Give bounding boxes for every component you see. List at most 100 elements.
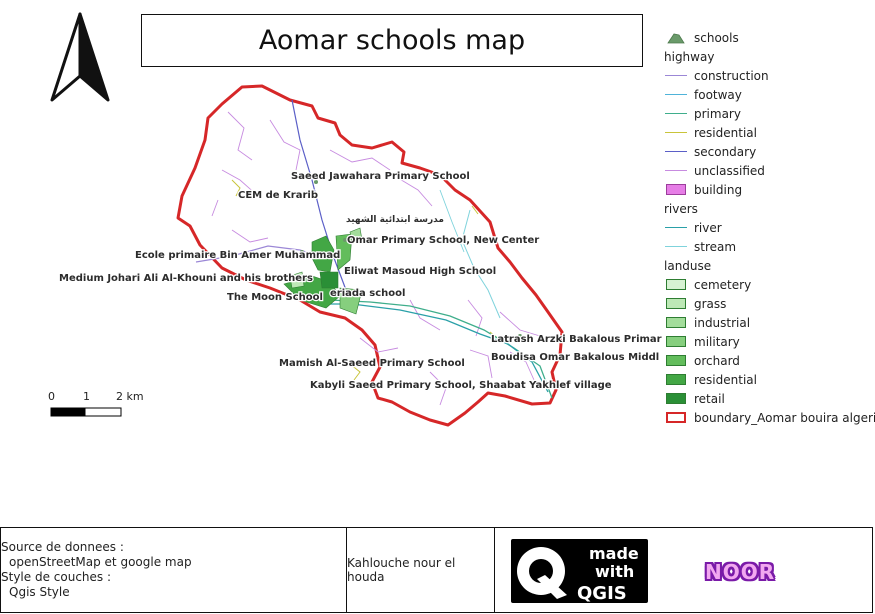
legend-label: river xyxy=(694,220,722,235)
legend-item-highway-line-swatch xyxy=(665,75,687,76)
building-swatch xyxy=(666,184,686,195)
legend-label: schools xyxy=(694,30,739,45)
legend-label: secondary xyxy=(694,144,757,159)
boundary-swatch xyxy=(666,412,686,423)
label-eriada-school: eriada school xyxy=(330,288,405,299)
legend-item-landuse-cemetery: cemetery xyxy=(664,275,875,294)
style-value: Qgis Style xyxy=(9,585,70,599)
label-boudisa-omar: Boudisa Omar Bakalous Middl xyxy=(491,352,659,363)
road-unclassified xyxy=(211,111,541,406)
legend-item-highway-line-swatch xyxy=(665,151,687,152)
label-medium-johari: Medium Johari Ali Al-Khouni and his brot… xyxy=(59,273,313,284)
legend-item-highway-line-swatch xyxy=(665,132,687,133)
label-ecole-bin-amer: Ecole primaire Bin Amer Muhammad xyxy=(135,250,340,261)
label-arabic-school: مدرسة ابتدائية الشهيد xyxy=(346,215,444,225)
legend-label: orchard xyxy=(694,353,740,368)
legend-item-highway-primary: primary xyxy=(664,104,875,123)
source-cell: Source de donnees : openStreetMap et goo… xyxy=(1,528,347,612)
legend-rivers-list: river stream xyxy=(664,218,875,256)
legend-item-boundary: boundary_Aomar bouira algeria xyxy=(664,408,875,427)
road-secondary xyxy=(291,99,347,291)
source-value: openStreetMap et google map xyxy=(9,555,192,569)
legend-item-landuse-military: military xyxy=(664,332,875,351)
landuse-swatch xyxy=(666,336,686,347)
legend-label: industrial xyxy=(694,315,751,330)
author-cell: Kahlouche nour el houda xyxy=(347,528,495,612)
label-cem-krarib: CEM de Krarib xyxy=(238,190,318,201)
map-title: Aomar schools map xyxy=(258,25,526,56)
label-mamish-saeed: Mamish Al-Saeed Primary School xyxy=(279,358,465,369)
legend-item-landuse-retail: retail xyxy=(664,389,875,408)
legend-label: cemetery xyxy=(694,277,752,292)
legend-item-highway-line-swatch xyxy=(665,113,687,114)
legend-item-highway-footway: footway xyxy=(664,85,875,104)
legend-item-highway-construction: construction xyxy=(664,66,875,85)
aomar-boundary xyxy=(176,84,564,427)
author-name: Kahlouche nour el houda xyxy=(347,556,456,584)
legend-group-rivers: rivers xyxy=(664,201,698,216)
scale-tick-2: 2 km xyxy=(116,390,144,403)
legend-item-landuse-residential: residential xyxy=(664,370,875,389)
river xyxy=(316,303,549,393)
legend-label: residential xyxy=(694,372,757,387)
legend-group-landuse: landuse xyxy=(664,258,712,273)
footer-panel: Source de donnees : openStreetMap et goo… xyxy=(0,527,873,613)
legend-item-landuse-orchard: orchard xyxy=(664,351,875,370)
landuse-areas xyxy=(283,227,363,315)
legend-item-highway-residential: residential xyxy=(664,123,875,142)
svg-text:QGIS: QGIS xyxy=(577,583,627,603)
legend-item-highway-secondary: secondary xyxy=(664,142,875,161)
stream xyxy=(439,189,465,253)
road-primary xyxy=(329,299,553,399)
legend-label: stream xyxy=(694,239,737,254)
legend-item-river-line-swatch xyxy=(665,227,687,228)
legend-item-highway-line-swatch xyxy=(665,170,687,171)
north-arrow-icon xyxy=(50,12,110,102)
legend-label: military xyxy=(694,334,740,349)
road-construction xyxy=(195,245,331,263)
label-kabyli-saeed: Kabyli Saeed Primary School, Shaabat Yak… xyxy=(310,380,612,391)
made-with-qgis-logo: made with QGIS xyxy=(511,539,648,604)
map-title-box: Aomar schools map xyxy=(141,14,643,67)
school-markers xyxy=(300,180,522,364)
source-title: Source de donnees : xyxy=(1,540,124,554)
legend-highway-list: construction footway primary residential sec… xyxy=(664,66,875,180)
noor-logo: NOOR xyxy=(705,560,776,584)
legend: schools highway construction footway prima… xyxy=(664,28,875,427)
stream xyxy=(461,209,501,319)
landuse-swatch xyxy=(666,374,686,385)
legend-label: unclassified xyxy=(694,163,765,178)
legend-item-building: building xyxy=(664,180,875,199)
legend-item-schools: schools xyxy=(664,28,875,47)
legend-label: grass xyxy=(694,296,727,311)
legend-landuse-list: cemetery grass industrial military orchard re… xyxy=(664,275,875,408)
style-title: Style de couches : xyxy=(1,570,112,584)
legend-item-landuse-grass: grass xyxy=(664,294,875,313)
scale-bar: 0 1 2 km xyxy=(48,390,144,417)
legend-label: boundary_Aomar bouira algeria xyxy=(694,410,875,425)
label-eliwat-masoud: Eliwat Masoud High School xyxy=(344,266,496,277)
school-labels: Saeed Jawahara Primary School CEM de Kra… xyxy=(58,170,663,392)
landuse-swatch xyxy=(666,317,686,328)
svg-text:with: with xyxy=(595,562,634,581)
legend-label: construction xyxy=(694,68,769,83)
label-latrash-arzki: Latrash Arzki Bakalous Primar xyxy=(491,334,662,345)
landuse-swatch xyxy=(666,298,686,309)
legend-label: primary xyxy=(694,106,741,121)
scale-tick-0: 0 xyxy=(48,390,55,403)
scale-tick-1: 1 xyxy=(83,390,90,403)
legend-item-river-line-swatch xyxy=(665,246,687,247)
legend-label: footway xyxy=(694,87,742,102)
legend-item-river-river: river xyxy=(664,218,875,237)
legend-group-highway: highway xyxy=(664,49,715,64)
label-omar-primary: Omar Primary School, New Center xyxy=(347,235,539,246)
legend-item-landuse-industrial: industrial xyxy=(664,313,875,332)
legend-label: residential xyxy=(694,125,757,140)
school-symbol-icon xyxy=(664,31,688,45)
landuse-swatch xyxy=(666,393,686,404)
landuse-swatch xyxy=(666,355,686,366)
legend-item-highway-line-swatch xyxy=(665,94,687,95)
logos-cell: made with QGIS NOOR xyxy=(495,528,872,612)
label-saeed-jawahara: Saeed Jawahara Primary School xyxy=(291,171,470,182)
